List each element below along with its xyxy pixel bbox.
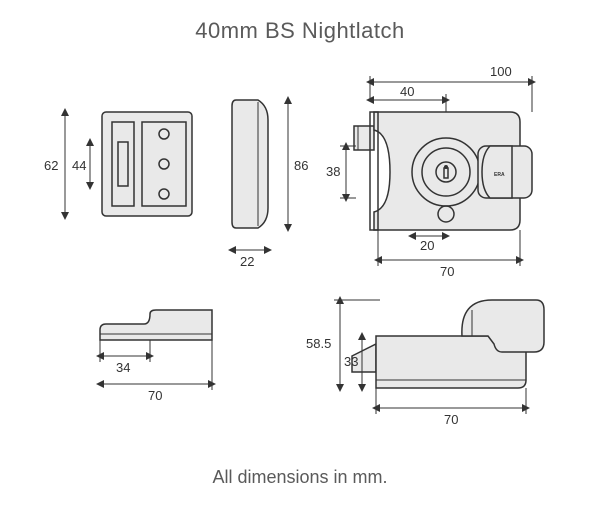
svg-text:70: 70 [444,412,458,427]
dim-62: 62 [44,112,65,216]
svg-text:100: 100 [490,64,512,79]
svg-text:70: 70 [440,264,454,279]
svg-text:44: 44 [72,158,86,173]
svg-text:33: 33 [344,354,358,369]
svg-text:86: 86 [294,158,308,173]
diagram-svg: 62 44 86 22 [0,0,600,508]
dim-86: 86 [288,100,308,228]
svg-text:38: 38 [326,164,340,179]
body-side-view [352,300,544,388]
dim-44: 44 [72,142,90,186]
svg-text:20: 20 [420,238,434,253]
keep-front-view [102,112,192,216]
body-front-view: ERA [354,112,532,230]
svg-text:70: 70 [148,388,162,403]
dim-70-side: 70 [376,388,526,427]
svg-text:22: 22 [240,254,254,269]
keep-top-view [100,310,212,340]
dim-20: 20 [412,236,446,253]
svg-text:ERA: ERA [494,172,505,178]
svg-text:34: 34 [116,360,130,375]
dim-22: 22 [232,250,268,269]
svg-text:58.5: 58.5 [306,336,331,351]
dim-34: 34 [100,340,150,375]
dim-58: 58.5 [306,300,380,388]
keep-side-view [232,100,268,228]
dim-70-body: 70 [378,230,520,279]
dim-38: 38 [326,146,356,198]
svg-text:40: 40 [400,84,414,99]
svg-text:62: 62 [44,158,58,173]
dim-40: 40 [370,84,446,112]
dim-100: 100 [370,64,532,112]
